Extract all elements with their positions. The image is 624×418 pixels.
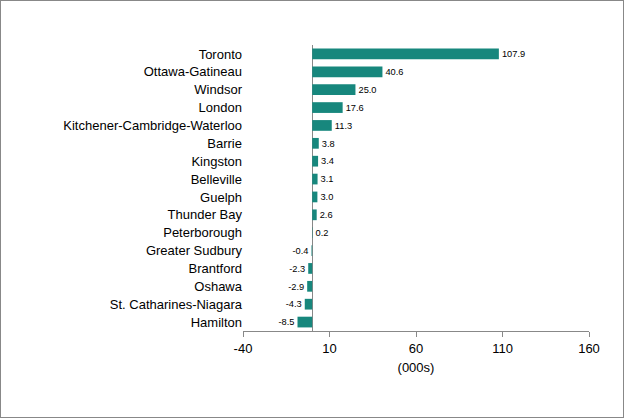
svg-text:-8.5: -8.5: [278, 317, 294, 327]
svg-text:Hamilton: Hamilton: [191, 315, 242, 330]
svg-text:2.6: 2.6: [320, 210, 333, 220]
svg-text:3.4: 3.4: [321, 156, 334, 166]
svg-text:-0.4: -0.4: [292, 246, 308, 256]
svg-text:St. Catharines-Niagara: St. Catharines-Niagara: [110, 297, 243, 312]
svg-text:-2.9: -2.9: [288, 282, 304, 292]
svg-text:-4.3: -4.3: [286, 299, 302, 309]
svg-text:Toronto: Toronto: [199, 46, 242, 61]
svg-text:Guelph: Guelph: [200, 189, 242, 204]
svg-text:0.2: 0.2: [316, 228, 329, 238]
svg-text:3.1: 3.1: [321, 174, 334, 184]
svg-text:3.8: 3.8: [322, 139, 335, 149]
svg-text:-2.3: -2.3: [289, 264, 305, 274]
svg-text:160: 160: [578, 341, 600, 356]
svg-text:Belleville: Belleville: [191, 172, 242, 187]
svg-text:Greater Sudbury: Greater Sudbury: [146, 243, 243, 258]
svg-text:107.9: 107.9: [502, 49, 525, 59]
svg-text:Oshawa: Oshawa: [194, 279, 242, 294]
svg-text:-40: -40: [234, 341, 253, 356]
svg-text:Windsor: Windsor: [194, 82, 242, 97]
svg-text:Peterborough: Peterborough: [163, 225, 242, 240]
svg-text:25.0: 25.0: [358, 85, 376, 95]
svg-text:(000s): (000s): [398, 360, 435, 375]
svg-text:Barrie: Barrie: [207, 136, 242, 151]
svg-text:Thunder Bay: Thunder Bay: [168, 207, 243, 222]
svg-text:London: London: [199, 100, 242, 115]
svg-text:Kitchener-Cambridge-Waterloo: Kitchener-Cambridge-Waterloo: [63, 118, 242, 133]
svg-text:Kingston: Kingston: [191, 154, 242, 169]
svg-text:60: 60: [409, 341, 423, 356]
svg-text:Brantford: Brantford: [189, 261, 242, 276]
svg-text:17.6: 17.6: [346, 103, 364, 113]
svg-text:110: 110: [492, 341, 513, 356]
svg-text:40.6: 40.6: [385, 67, 403, 77]
svg-text:11.3: 11.3: [335, 121, 352, 131]
svg-text:Ottawa-Gatineau: Ottawa-Gatineau: [144, 64, 242, 79]
svg-text:3.0: 3.0: [320, 192, 333, 202]
svg-text:10: 10: [322, 341, 336, 356]
